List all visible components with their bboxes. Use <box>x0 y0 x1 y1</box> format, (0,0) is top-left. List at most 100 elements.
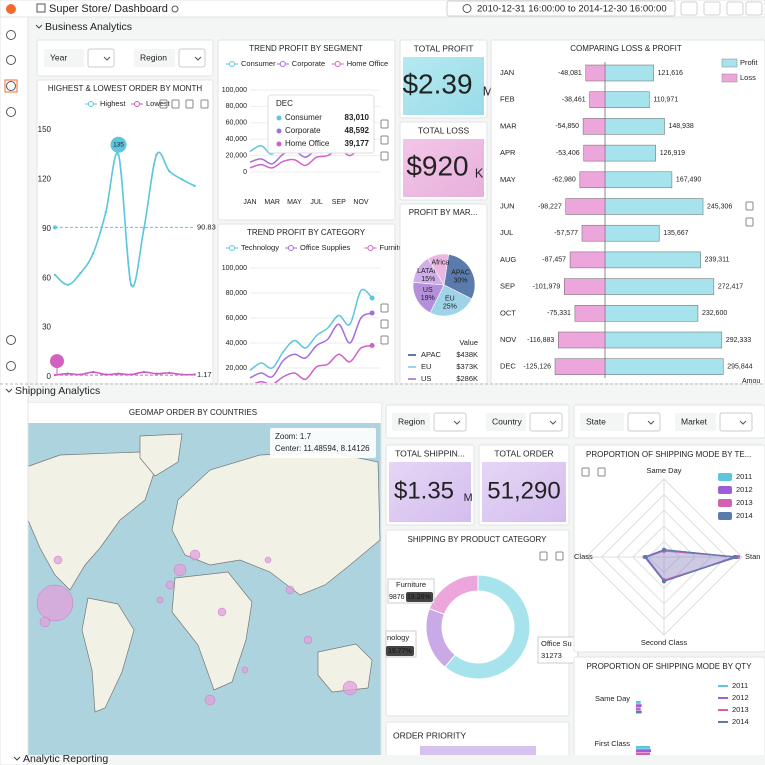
panel <box>385 721 570 755</box>
nav-active <box>4 79 18 93</box>
y-tick-label: 40,000 <box>226 136 248 143</box>
nav-icon[interactable] <box>6 30 16 40</box>
zoom-text: Zoom: 1.7 <box>275 432 312 441</box>
min-label: 1.17 <box>197 370 212 379</box>
category-label: JUN <box>500 201 515 210</box>
nav-icon[interactable] <box>6 361 16 371</box>
legend-swatch <box>718 512 732 520</box>
nav-icon[interactable] <box>6 107 16 117</box>
slice-label: 15% <box>421 276 435 283</box>
order-bubble <box>156 596 164 604</box>
caret <box>35 24 43 29</box>
legend-swatch <box>288 245 294 251</box>
caret <box>739 420 747 425</box>
center-text: Center: 11.48594, 8.14126 <box>275 444 370 453</box>
bar <box>604 251 701 269</box>
nav-icon[interactable] <box>6 55 16 65</box>
radar-point <box>733 555 738 559</box>
average-label: 90.83 <box>197 222 216 231</box>
bar-label: 121,616 <box>658 70 683 77</box>
percent-tag <box>406 592 433 602</box>
point <box>193 373 196 376</box>
table-name: EU <box>421 362 431 371</box>
category-label: MAY <box>500 175 516 184</box>
icon <box>380 119 389 129</box>
toolbar-button[interactable] <box>726 1 744 16</box>
bar <box>636 746 651 749</box>
select[interactable] <box>433 412 467 432</box>
card-value: 51,290 <box>487 477 560 504</box>
slice-name: Furniture <box>396 580 426 589</box>
bar-label: -62,980 <box>552 177 576 184</box>
table-name: APAC <box>421 350 441 359</box>
tooltip-value: 48,592 <box>345 126 370 135</box>
toolbar-button[interactable] <box>745 1 763 16</box>
bar <box>558 331 606 349</box>
caret <box>647 420 655 425</box>
time-picker[interactable] <box>446 0 676 17</box>
gauge-fill <box>420 746 536 755</box>
nav-icon[interactable] <box>6 335 16 345</box>
bar <box>563 278 606 295</box>
bar-label: -54,850 <box>555 123 579 130</box>
toolbar-button[interactable] <box>703 1 721 16</box>
select[interactable] <box>627 412 661 432</box>
point <box>66 372 69 375</box>
land <box>171 571 253 691</box>
category-label: JUL <box>500 228 513 237</box>
bar-label: -53,406 <box>556 150 580 157</box>
tooltip-value: 39,177 <box>345 139 370 148</box>
panel-title: SHIPPING BY PRODUCT CATEGORY <box>408 535 548 544</box>
bar-label: -101,979 <box>533 283 561 290</box>
bar <box>636 752 651 755</box>
card-title: TOTAL SHIPPIN... <box>395 448 465 458</box>
legend-swatch <box>721 58 738 68</box>
slice-percent: 19.77% <box>388 648 413 655</box>
line <box>249 312 373 379</box>
bar <box>636 749 651 752</box>
icon <box>597 467 606 477</box>
end-point <box>369 343 375 348</box>
legend-swatch <box>334 61 341 67</box>
select[interactable] <box>529 412 563 432</box>
axis-label: Stan <box>745 552 760 561</box>
select[interactable] <box>87 48 115 68</box>
slice-percent: 19.26% <box>407 594 432 601</box>
nav-icon[interactable] <box>6 81 16 91</box>
toolbar-button[interactable] <box>680 1 698 16</box>
order-bubble <box>53 555 63 565</box>
tooltip-dot <box>276 115 282 121</box>
point <box>79 272 82 275</box>
bar <box>636 756 650 759</box>
bar <box>604 144 656 162</box>
tooltip-name: Consumer <box>285 113 322 122</box>
legend-swatch <box>721 73 738 83</box>
bar <box>604 358 724 375</box>
land <box>317 643 373 693</box>
bar-label: -98,227 <box>538 203 562 210</box>
caret <box>549 420 557 425</box>
point <box>142 370 146 374</box>
legend-label: Technology <box>241 243 279 252</box>
legend-label: Furniture <box>380 243 410 252</box>
filter-label-box <box>675 413 716 431</box>
y-tick-label: 100,000 <box>222 87 247 94</box>
radar-point <box>643 555 648 559</box>
select[interactable] <box>719 412 753 432</box>
card-fill <box>389 462 471 522</box>
panel-title: PROFIT BY MAR... <box>409 208 478 217</box>
slice-label: 19% <box>421 295 435 302</box>
row-title: Business Analytics <box>45 21 132 33</box>
select[interactable] <box>178 48 206 68</box>
clock-icon <box>462 4 472 13</box>
slice-name: EU <box>445 295 455 302</box>
bar <box>636 707 641 711</box>
pie-slice <box>427 253 449 286</box>
bar <box>604 64 654 82</box>
bar <box>585 64 606 82</box>
logo <box>6 4 16 14</box>
point <box>53 273 57 277</box>
legend-label: 2011 <box>736 472 752 481</box>
end-point <box>369 310 375 316</box>
